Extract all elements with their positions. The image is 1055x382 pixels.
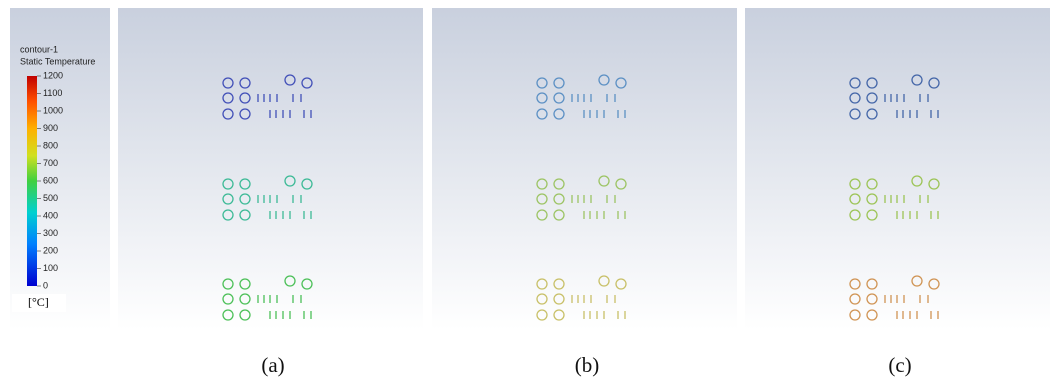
panel: (b) xyxy=(432,8,737,377)
legend-subtitle: Static Temperature xyxy=(20,56,95,66)
panel-label: (a) xyxy=(261,353,284,377)
panel-background xyxy=(745,8,1050,330)
panels: (a) (b) (c) xyxy=(118,8,1050,377)
tick-label: 700 xyxy=(43,158,58,168)
tick-label: 1000 xyxy=(43,105,63,115)
tick-label: 600 xyxy=(43,175,58,185)
tick-label: 100 xyxy=(43,263,58,273)
tick-label: 200 xyxy=(43,245,58,255)
panel: (c) xyxy=(745,8,1050,377)
tick-label: 300 xyxy=(43,228,58,238)
panel-label: (c) xyxy=(888,353,911,377)
tick-label: 0 xyxy=(43,280,48,290)
tick-label: 800 xyxy=(43,140,58,150)
tick-label: 1200 xyxy=(43,70,63,80)
panel-label: (b) xyxy=(575,353,600,377)
panel: (a) xyxy=(118,8,423,377)
legend-title: contour-1 xyxy=(20,44,58,54)
tick-label: 900 xyxy=(43,123,58,133)
tick-label: 400 xyxy=(43,210,58,220)
tick-label: 1100 xyxy=(43,88,62,98)
tick-label: 500 xyxy=(43,193,58,203)
panel-background xyxy=(432,8,737,330)
color-bar xyxy=(27,76,37,286)
panel-background xyxy=(118,8,423,330)
legend-unit: [°C] xyxy=(28,295,49,309)
figure: contour-1 Static Temperature [°C] 1200 11… xyxy=(0,0,1055,382)
